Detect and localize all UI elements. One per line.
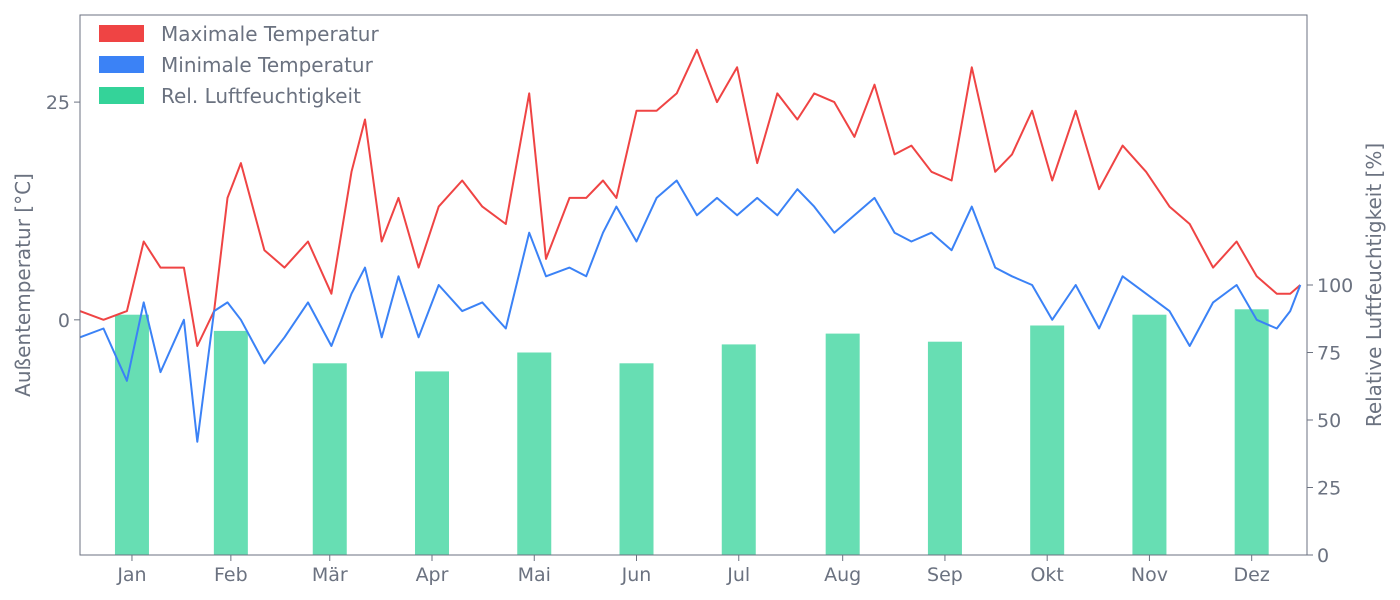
y-left-tick-label: 25: [46, 92, 70, 114]
legend-label: Maximale Temperatur: [161, 22, 379, 46]
legend-label: Rel. Luftfeuchtigkeit: [161, 84, 361, 108]
humidity-bar-jan: [114, 314, 149, 555]
temperature-lines: [79, 48, 1302, 443]
legend: Maximale Temperatur Minimale Temperatur Re…: [99, 22, 379, 108]
humidity-bars: [114, 309, 1269, 555]
y-right-tick-label: 75: [1317, 343, 1341, 365]
series-line-tmax: [79, 48, 1301, 347]
humidity-bar-apr: [415, 371, 450, 555]
humidity-bar-okt: [1030, 325, 1065, 555]
axes: 0 25 0 25 50 75 100 Jan Feb Mär Apr Mai Jun Jul Aug Sep…: [11, 14, 1386, 586]
x-tick-label: Feb: [214, 564, 248, 586]
y-right-axis-title: Relative Luftfeuchtigkeit [%]: [1362, 143, 1386, 427]
x-tick-label: Jun: [621, 564, 652, 586]
humidity-bar-jul: [721, 344, 756, 555]
legend-swatch: [99, 87, 144, 104]
y-right-tick-label: 25: [1317, 478, 1341, 500]
legend-swatch: [99, 56, 144, 73]
x-tick-label: Dez: [1234, 564, 1270, 586]
humidity-bar-nov: [1132, 314, 1167, 555]
humidity-bar-mär: [312, 363, 347, 555]
x-tick-label: Apr: [416, 564, 449, 586]
series-line-tmin: [79, 179, 1302, 443]
x-tick-label: Jan: [116, 564, 146, 586]
y-right-tick-label: 0: [1317, 545, 1329, 567]
x-tick-label: Nov: [1131, 564, 1168, 586]
humidity-bar-feb: [213, 330, 248, 555]
legend-swatch: [99, 25, 144, 42]
y-right-tick-label: 50: [1317, 410, 1341, 432]
x-tick-label: Sep: [927, 564, 963, 586]
humidity-bar-mai: [517, 352, 552, 555]
humidity-bar-sep: [927, 341, 962, 555]
y-right-tick-label: 100: [1317, 275, 1353, 297]
humidity-bar-aug: [825, 333, 860, 555]
x-tick-label: Mai: [518, 564, 551, 586]
legend-label: Minimale Temperatur: [161, 53, 374, 77]
x-tick-label: Mär: [312, 564, 348, 586]
x-tick-label: Aug: [824, 564, 861, 586]
humidity-bar-jun: [619, 363, 654, 555]
x-tick-label: Okt: [1030, 564, 1063, 586]
y-left-axis-title: Außentemperatur [°C]: [11, 173, 35, 397]
x-tick-label: Jul: [726, 564, 750, 586]
y-left-tick-label: 0: [58, 310, 70, 332]
humidity-bar-dez: [1234, 309, 1269, 555]
